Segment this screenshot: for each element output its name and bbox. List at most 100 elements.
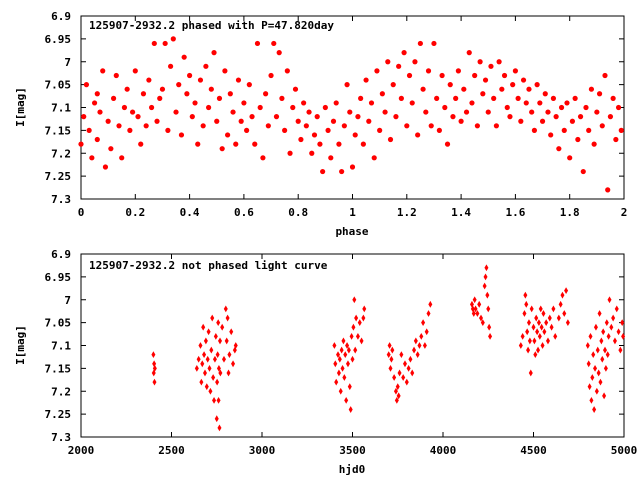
data-point	[444, 141, 451, 147]
data-point	[533, 351, 538, 359]
data-point	[338, 387, 343, 395]
data-point	[81, 114, 87, 120]
data-point	[97, 109, 103, 115]
data-point	[363, 77, 369, 83]
data-point	[121, 104, 128, 111]
data-point	[618, 346, 623, 354]
data-point	[273, 114, 280, 120]
data-point	[143, 123, 149, 129]
data-point	[352, 132, 358, 138]
data-point	[512, 68, 519, 74]
data-point	[473, 305, 478, 313]
phased-plot-frame	[80, 15, 625, 200]
phased-plot-x-ticks: 0 0.2 0.4 0.6 0.8 1 1.2 1.4 1.6 1.8 2	[78, 16, 627, 219]
data-point	[309, 150, 315, 156]
data-point	[146, 77, 152, 83]
data-point	[475, 310, 480, 317]
data-point	[616, 328, 621, 336]
data-point	[482, 282, 487, 290]
x-tick-label: 2000	[68, 444, 95, 457]
data-point	[417, 342, 422, 349]
data-point	[401, 50, 407, 56]
data-point	[529, 109, 535, 115]
data-point	[413, 337, 418, 345]
data-point	[333, 100, 339, 106]
y-tick-label: 7	[64, 56, 71, 69]
y-tick-label: 7.05	[45, 79, 72, 92]
data-point	[94, 136, 100, 143]
data-point	[482, 77, 489, 83]
data-point	[387, 136, 394, 143]
data-point	[531, 127, 538, 133]
data-point	[591, 351, 596, 359]
data-point	[346, 346, 351, 354]
data-point	[202, 369, 207, 377]
x-tick-label: 0.8	[288, 206, 308, 219]
data-point	[572, 95, 578, 101]
data-point	[203, 337, 208, 345]
data-point	[176, 82, 182, 88]
data-point	[89, 155, 95, 161]
data-point	[110, 95, 117, 101]
data-point	[214, 118, 220, 124]
data-point	[306, 109, 312, 115]
data-point	[417, 40, 423, 47]
data-point	[374, 68, 380, 74]
data-point	[560, 291, 565, 299]
x-tick-label: 1.2	[397, 206, 417, 219]
x-tick-label: 3000	[249, 444, 276, 457]
data-point	[518, 342, 523, 349]
data-point	[387, 342, 392, 349]
data-point	[458, 118, 464, 124]
data-point	[493, 123, 499, 129]
data-point	[140, 91, 147, 97]
data-point	[393, 114, 399, 120]
data-point	[589, 397, 594, 404]
data-point	[129, 109, 136, 115]
data-point	[78, 141, 84, 147]
y-tick-label: 7.1	[51, 102, 71, 115]
data-point	[350, 355, 355, 363]
data-point	[265, 123, 271, 129]
data-point	[135, 114, 141, 120]
data-point	[542, 91, 548, 97]
data-point	[609, 323, 614, 331]
data-point	[257, 104, 263, 111]
x-tick-label: 1	[349, 206, 356, 219]
data-point	[268, 72, 274, 79]
data-point	[538, 305, 543, 313]
data-point	[105, 118, 111, 124]
data-point	[550, 95, 557, 101]
data-point	[276, 50, 282, 56]
data-point	[587, 383, 592, 391]
data-point	[340, 364, 345, 372]
data-point	[355, 114, 361, 120]
data-point	[211, 374, 216, 381]
data-point	[284, 68, 290, 74]
data-point	[229, 328, 234, 336]
data-point	[580, 168, 586, 175]
data-point	[483, 273, 488, 281]
data-point	[227, 91, 233, 97]
data-point	[526, 86, 532, 92]
data-point	[216, 397, 221, 404]
y-tick-label: 7.3	[51, 431, 71, 444]
data-point	[290, 104, 296, 111]
data-point	[210, 314, 215, 322]
data-point	[100, 68, 106, 74]
data-point	[368, 100, 375, 106]
data-point	[524, 300, 529, 308]
data-point	[585, 342, 590, 349]
data-point	[216, 319, 221, 327]
data-point	[542, 328, 547, 336]
data-point	[428, 300, 433, 308]
data-point	[602, 392, 607, 400]
data-point	[295, 118, 301, 124]
data-point	[567, 155, 573, 161]
data-point	[206, 328, 211, 336]
data-point	[601, 328, 606, 336]
data-point	[537, 332, 542, 340]
data-point	[404, 123, 410, 129]
y-tick-label: 7.3	[51, 193, 71, 206]
